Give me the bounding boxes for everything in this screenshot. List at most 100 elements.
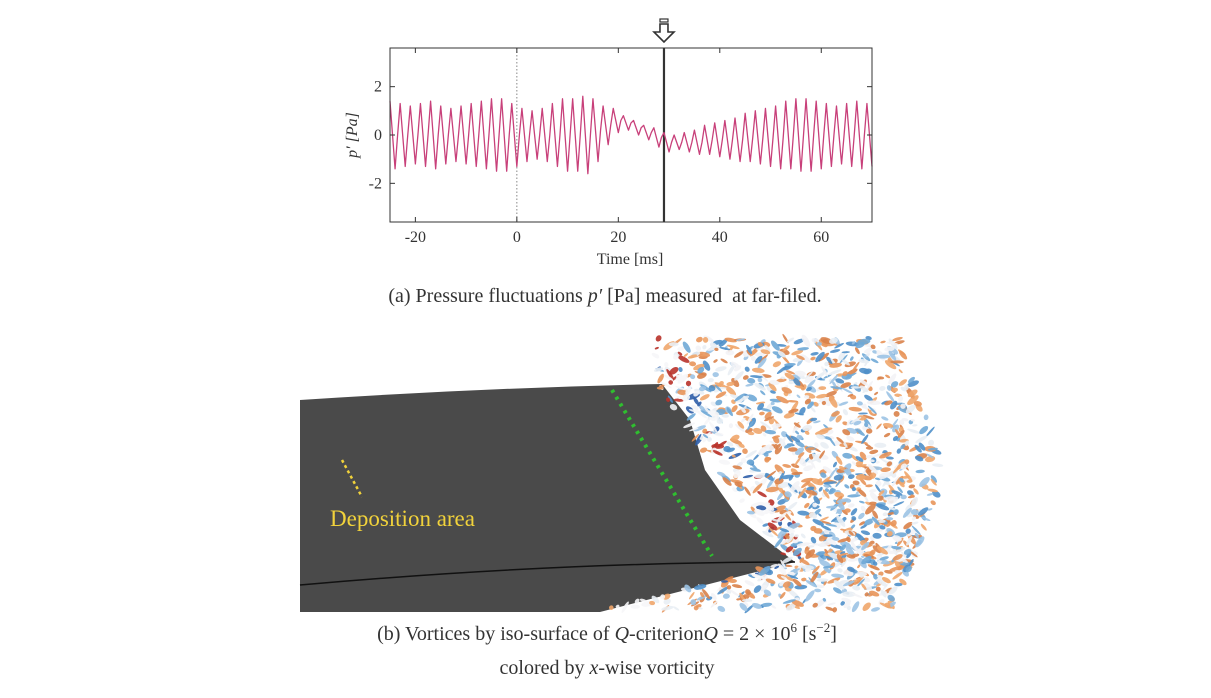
vortex-blob <box>894 582 903 587</box>
vortex-blob <box>870 344 876 350</box>
vortex-blob <box>792 377 801 387</box>
vortex-blob <box>856 401 863 406</box>
vortex-blob <box>904 471 913 482</box>
vortex-blob <box>851 341 856 345</box>
vortex-blob <box>700 410 712 418</box>
vortex-blob <box>757 445 769 456</box>
caption-text: [s <box>797 623 817 645</box>
vortex-blob <box>806 386 812 392</box>
vortex-blob <box>918 442 926 451</box>
vortex-blob <box>836 508 843 515</box>
vortex-blob <box>745 589 751 596</box>
vortex-blob <box>843 600 851 609</box>
vortex-blob <box>915 435 928 444</box>
vortex-blob <box>764 345 771 353</box>
vortex-blob <box>857 415 867 421</box>
vortex-blob <box>808 512 816 518</box>
vortex-blob <box>754 508 765 516</box>
vortex-blob <box>920 523 927 531</box>
vortex-blob <box>915 469 925 474</box>
vortex-blob <box>869 449 879 455</box>
vortex-blob <box>810 356 816 361</box>
vortex-blob <box>760 349 771 355</box>
vortex-blob <box>851 461 857 466</box>
vortex-blob <box>880 467 891 473</box>
vortex-blob <box>777 563 787 576</box>
caption-symbol: Q <box>703 623 718 645</box>
vortex-blob <box>809 542 821 546</box>
vortex-blob <box>899 578 907 586</box>
vortex-blob <box>759 407 772 412</box>
vortex-blob <box>737 421 745 429</box>
vortex-blob <box>801 477 814 483</box>
vortex-blob <box>878 519 886 524</box>
vortex-blob <box>735 423 745 433</box>
vortex-blob <box>766 470 777 479</box>
vortex-blob <box>866 400 881 406</box>
vortex-blob <box>651 595 660 604</box>
vortex-blob <box>827 602 836 606</box>
vortex-blob <box>658 384 666 388</box>
vortex-blob <box>838 401 849 406</box>
vortex-blob <box>865 454 874 459</box>
vortex-blob <box>930 500 936 506</box>
vortex-blob <box>825 436 832 441</box>
vortex-blob <box>783 412 795 419</box>
vortex-blob <box>851 593 863 598</box>
vortex-blob <box>668 380 674 385</box>
vortex-blob <box>835 378 845 384</box>
vortex-blob <box>795 440 805 448</box>
vortex-blob <box>779 591 786 599</box>
vortex-blob <box>873 573 879 580</box>
vortex-blob <box>827 577 841 584</box>
vortex-blob <box>749 375 763 379</box>
vortex-blob <box>879 556 889 561</box>
vortex-blob <box>820 395 831 407</box>
vortex-blob <box>891 476 900 487</box>
vortex-blob <box>717 586 729 595</box>
vortex-blob <box>852 585 861 591</box>
vortex-blob <box>669 404 678 411</box>
vortex-blob <box>899 350 908 360</box>
vortex-blob <box>907 389 918 398</box>
vortex-blob <box>790 481 800 492</box>
vortex-blob <box>731 405 738 413</box>
vortex-blob <box>859 451 867 461</box>
vortex-blob <box>735 338 746 341</box>
vortex-blob <box>810 417 818 422</box>
vortex-blob <box>842 409 849 416</box>
vortex-blob <box>905 528 911 534</box>
vortex-blob <box>864 422 869 428</box>
vortex-blob <box>751 602 762 609</box>
caption-text: ] <box>830 623 837 645</box>
green-dotted-line <box>610 388 714 558</box>
vortex-blob <box>885 374 891 379</box>
vortex-blob <box>821 521 832 525</box>
vortex-blob <box>733 351 744 358</box>
vortex-blob <box>797 347 809 351</box>
vortex-blob <box>845 444 852 450</box>
vortex-blob <box>771 406 783 414</box>
vortex-blob <box>930 478 937 486</box>
vortex-blob <box>784 533 790 540</box>
vortex-blob <box>776 378 787 383</box>
vortex-blob <box>907 428 921 434</box>
vortex-blob <box>748 574 756 579</box>
vortex-blob <box>910 418 915 422</box>
vortex-blob <box>914 532 919 539</box>
vortex-blob <box>726 585 732 590</box>
vortex-blob <box>806 447 815 451</box>
vortex-blob <box>682 341 691 353</box>
vortex-blob <box>780 559 786 569</box>
vortex-blob <box>846 435 855 442</box>
x-tick-label: -20 <box>405 229 426 246</box>
vortex-blob <box>836 498 849 503</box>
vortex-blob <box>774 536 784 548</box>
vortex-blob <box>784 362 796 367</box>
vortex-blob <box>693 397 699 405</box>
vortex-blob <box>722 593 730 599</box>
caption-text: colored by <box>500 657 590 679</box>
vortex-blob <box>781 387 793 394</box>
vortex-blob <box>678 367 683 372</box>
vortex-blob <box>677 351 683 356</box>
